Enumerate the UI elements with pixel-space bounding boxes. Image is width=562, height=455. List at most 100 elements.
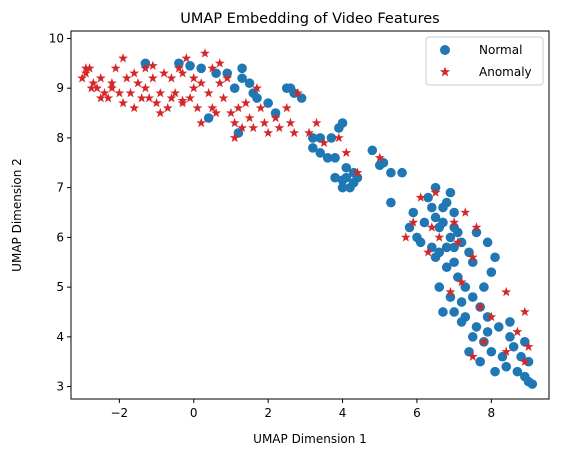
anomaly-point <box>519 356 530 366</box>
x-tick-label: 6 <box>413 406 421 420</box>
y-tick-label: 4 <box>56 330 64 344</box>
normal-point <box>482 237 493 248</box>
anomaly-point <box>415 192 426 202</box>
normal-point <box>408 207 419 218</box>
legend-label-anomaly: Anomaly <box>479 65 532 79</box>
normal-point <box>229 83 240 93</box>
normal-point <box>441 242 452 253</box>
anomaly-point <box>270 112 281 123</box>
anomaly-point <box>173 63 184 73</box>
normal-point <box>326 133 337 143</box>
anomaly-point <box>478 336 489 347</box>
normal-point <box>237 63 247 74</box>
normal-point <box>464 247 474 258</box>
normal-point <box>315 133 326 143</box>
normal-point <box>252 93 262 103</box>
anomaly-point <box>501 286 512 297</box>
anomaly-point <box>95 73 106 83</box>
anomaly-point <box>285 117 296 128</box>
anomaly-point <box>147 73 158 83</box>
anomaly-point <box>263 127 274 138</box>
anomaly-point <box>248 122 259 133</box>
anomaly-point <box>155 107 166 118</box>
anomaly-point <box>311 117 322 128</box>
anomaly-point <box>426 222 437 232</box>
normal-point <box>527 379 538 389</box>
normal-point <box>449 207 459 218</box>
y-axis-title: UMAP Dimension 2 <box>10 158 24 272</box>
normal-point <box>490 366 500 377</box>
normal-point <box>479 282 489 292</box>
normal-point <box>341 162 352 173</box>
anomaly-point <box>170 87 181 98</box>
anomaly-point <box>430 187 441 197</box>
anomaly-point <box>281 102 292 113</box>
anomaly-point <box>214 78 225 88</box>
normal-point <box>486 267 497 277</box>
anomaly-point <box>114 87 125 98</box>
anomaly-point <box>259 117 270 128</box>
chart-title: UMAP Embedding of Video Features <box>180 11 439 27</box>
anomaly-point <box>155 87 166 98</box>
normal-point <box>516 351 526 362</box>
x-tick-label: 0 <box>190 406 198 420</box>
normal-point <box>449 307 459 317</box>
anomaly-point <box>449 217 460 227</box>
y-tick-label: 7 <box>56 181 64 195</box>
legend-marker-anomaly <box>439 66 451 77</box>
anomaly-point <box>229 117 240 128</box>
y-tick-label: 9 <box>56 81 64 95</box>
anomaly-point <box>475 301 486 312</box>
anomaly-point <box>99 87 110 98</box>
anomaly-point <box>166 92 177 103</box>
anomaly-point <box>166 73 177 83</box>
anomaly-point <box>352 167 363 177</box>
anomaly-point <box>400 232 411 242</box>
normal-point <box>449 257 459 268</box>
y-tick-label: 8 <box>56 131 64 145</box>
anomaly-point <box>181 53 192 63</box>
anomaly-point <box>423 247 434 257</box>
normal-point <box>490 252 500 263</box>
anomaly-point <box>274 122 285 133</box>
normal-point <box>512 366 523 377</box>
anomaly-point <box>84 63 95 73</box>
normal-point <box>445 232 456 243</box>
normal-point <box>471 322 482 332</box>
anomaly-point <box>333 132 344 143</box>
normal-point <box>423 192 433 203</box>
anomaly-point <box>136 92 147 103</box>
normal-point <box>337 118 348 128</box>
anomaly-point <box>460 207 471 217</box>
anomaly-point <box>203 87 214 98</box>
normal-point <box>464 346 474 357</box>
normal-point <box>441 197 452 208</box>
anomaly-point <box>125 87 136 98</box>
anomaly-point <box>289 127 300 138</box>
anomaly-point <box>86 82 97 93</box>
anomaly-point <box>144 92 155 103</box>
normal-point <box>441 262 452 273</box>
anomaly-point <box>103 92 114 103</box>
anomaly-point <box>226 107 236 118</box>
normal-point <box>330 172 340 183</box>
anomaly-point <box>177 95 188 105</box>
normal-point <box>427 242 437 253</box>
anomaly-point <box>196 78 207 88</box>
anomaly-point <box>129 102 140 113</box>
normal-point <box>430 212 441 223</box>
normal-point <box>475 356 485 367</box>
normal-point <box>434 282 445 292</box>
normal-point <box>330 153 340 163</box>
anomaly-point <box>445 286 456 297</box>
anomaly-point <box>118 97 129 108</box>
x-axis-title: UMAP Dimension 1 <box>253 432 367 446</box>
anomaly-point <box>133 78 143 88</box>
normal-point <box>415 237 426 248</box>
anomaly-point <box>467 351 478 361</box>
anomaly-point <box>319 137 329 148</box>
anomaly-point <box>106 82 117 93</box>
anomaly-point <box>519 306 530 317</box>
normal-point <box>237 73 247 84</box>
anomaly-point <box>374 152 385 163</box>
